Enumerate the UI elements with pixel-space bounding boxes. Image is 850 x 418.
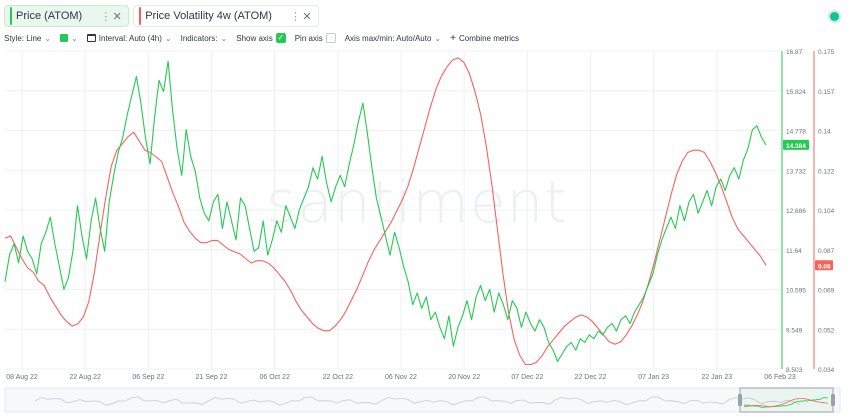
style-label: Style: Line [4, 33, 42, 43]
x-tick-label: 21 Sep 22 [196, 374, 228, 381]
volatility-axis-tick-label: 0.069 [818, 288, 835, 295]
tab-price-atom[interactable]: Price (ATOM) ⋮ ✕ [4, 5, 130, 27]
volatility-last-value-badge [815, 260, 833, 271]
volatility-axis-tick-label: 0.087 [818, 248, 835, 255]
chevron-down-icon: ⌄ [71, 33, 78, 43]
interval-label: Interval: Auto (4h) [98, 33, 162, 43]
combine-metrics-button[interactable]: + Combine metrics [450, 33, 519, 44]
x-tick-label: 08 Aug 22 [6, 374, 38, 381]
price-axis-tick-label: 14.778 [786, 129, 806, 136]
price-axis-tick-label: 16.87 [786, 49, 803, 56]
x-tick-label: 07 Dec 22 [511, 374, 543, 381]
axis-maxmin-dropdown[interactable]: Axis max/min: Auto/Auto ⌄ [345, 34, 441, 43]
price-axis-tick-label: 9.549 [786, 327, 803, 334]
indicators-label: Indicators: [180, 33, 218, 43]
volatility-axis-tick-label: 0.14 [818, 129, 831, 136]
show-axis-toggle[interactable]: Show axis ✓ [236, 33, 286, 43]
x-tick-label: 06 Nov 22 [385, 374, 417, 381]
price-axis-tick-label: 11.64 [786, 248, 802, 255]
more-vertical-icon[interactable]: ⋮ [289, 10, 301, 23]
volatility-series-line [4, 57, 767, 366]
tab-price-color-bar [10, 7, 12, 25]
x-tick-label: 06 Sep 22 [132, 374, 164, 381]
navigator-price-line [743, 396, 829, 409]
chevron-down-icon: ⌄ [434, 33, 442, 43]
calendar-icon [86, 34, 96, 42]
checkbox-empty-icon[interactable] [325, 33, 336, 43]
x-tick-label: 20 Nov 22 [448, 374, 480, 381]
checkbox-checked-icon[interactable]: ✓ [275, 33, 286, 43]
navigator-right-handle[interactable] [831, 394, 835, 406]
style-dropdown[interactable]: Style: Line ⌄ [4, 34, 51, 43]
pin-axis-toggle[interactable]: Pin axis [295, 33, 336, 43]
x-tick-label: 06 Oct 22 [259, 374, 289, 381]
more-vertical-icon[interactable]: ⋮ [100, 10, 112, 23]
price-axis-tick-label: 13.732 [786, 168, 806, 175]
range-navigator[interactable] [4, 387, 841, 413]
volatility-axis-tick-label: 0.104 [818, 208, 835, 215]
x-tick-label: 22 Aug 22 [69, 374, 101, 381]
price-axis-tick-label: 8.503 [786, 367, 803, 374]
tab-volatility-label: Price Volatility 4w (ATOM) [145, 10, 272, 22]
tab-volatility-atom[interactable]: Price Volatility 4w (ATOM) ⋮ ✕ [133, 5, 319, 27]
volatility-axis-tick-label: 0.122 [818, 168, 835, 175]
color-swatch-icon [60, 34, 69, 42]
combine-metrics-label: Combine metrics [458, 33, 519, 43]
interval-dropdown[interactable]: Interval: Auto (4h) ⌄ [86, 33, 172, 43]
price-axis-tick-label: 10.595 [786, 288, 806, 295]
volatility-axis-tick-label: 0.052 [818, 327, 835, 334]
volatility-axis-tick-label: 0.034 [818, 367, 835, 374]
pin-axis-label: Pin axis [294, 33, 323, 43]
chevron-down-icon: ⌄ [44, 33, 52, 43]
close-icon[interactable]: ✕ [302, 10, 312, 23]
metric-tabs: Price (ATOM) ⋮ ✕ Price Volatility 4w (AT… [4, 5, 319, 29]
price-axis-tick-label: 15.824 [786, 89, 806, 96]
navigator-selection[interactable] [739, 387, 834, 413]
live-status-icon [830, 12, 839, 21]
navigator-left-handle[interactable] [738, 394, 742, 406]
chevron-down-icon: ⌄ [220, 33, 228, 43]
chart-toolbar: Style: Line ⌄ ⌄ Interval: Auto (4h) ⌄ In… [4, 31, 528, 45]
tab-price-label: Price (ATOM) [16, 10, 83, 22]
color-picker[interactable]: ⌄ [60, 34, 78, 43]
x-tick-label: 22 Oct 22 [323, 374, 353, 381]
x-tick-label: 22 Dec 22 [575, 374, 607, 381]
x-tick-label: 06 Feb 23 [764, 374, 796, 381]
show-axis-label: Show axis [236, 33, 273, 43]
indicators-dropdown[interactable]: Indicators: ⌄ [181, 34, 228, 43]
volatility-last-value-label: 0.08 [818, 263, 831, 270]
navigator-history-line [34, 396, 801, 406]
x-tick-label: 07 Jan 23 [638, 374, 669, 381]
price-last-value-label: 14.384 [786, 143, 806, 150]
tab-volatility-color-bar [139, 7, 142, 25]
close-icon[interactable]: ✕ [112, 10, 122, 23]
volatility-axis-tick-label: 0.175 [818, 49, 835, 56]
watermark-logo: santiment [266, 168, 569, 236]
x-tick-label: 22 Jan 23 [701, 374, 732, 381]
price-series-line [4, 60, 767, 363]
plus-icon: + [450, 32, 456, 44]
price-last-value-badge [783, 139, 809, 150]
volatility-axis-tick-label: 0.157 [818, 89, 835, 96]
price-axis-tick-label: 12.686 [786, 208, 806, 215]
axis-maxmin-label: Axis max/min: Auto/Auto [344, 33, 432, 43]
chevron-down-icon: ⌄ [164, 33, 172, 43]
navigator-volatility-line [743, 398, 829, 408]
